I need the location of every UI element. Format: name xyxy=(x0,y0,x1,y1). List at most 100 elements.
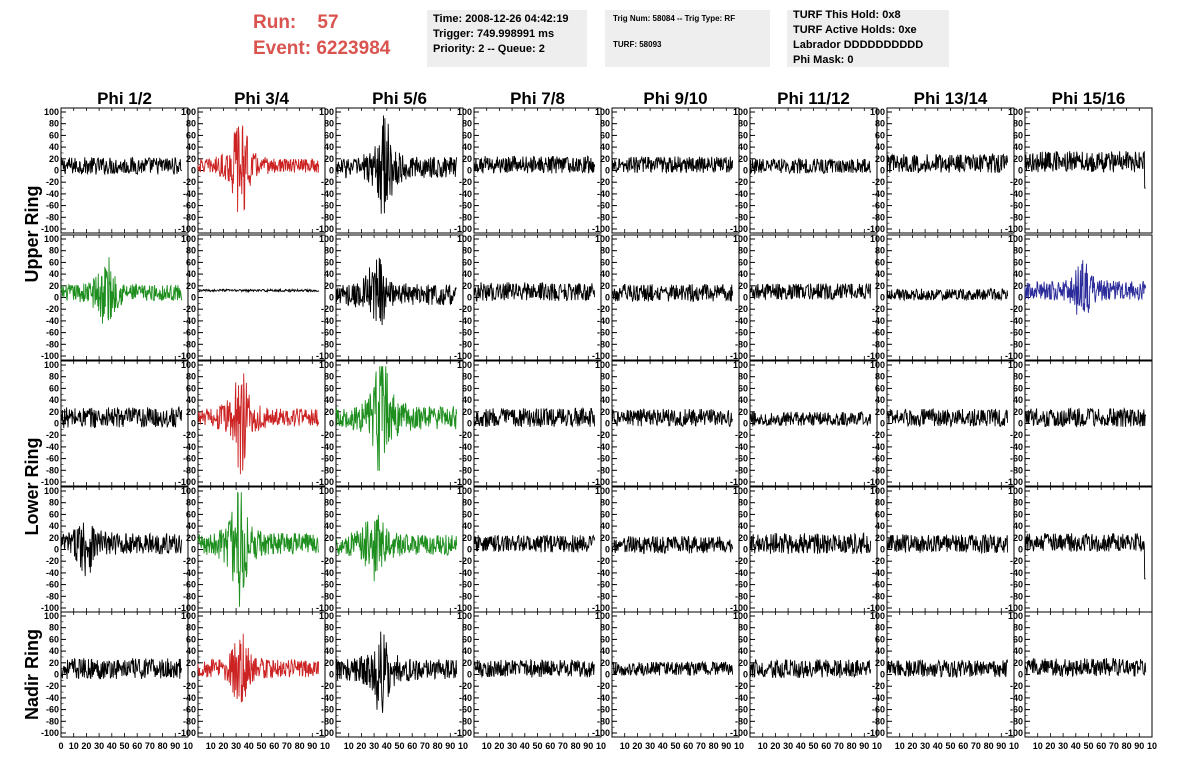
y-tick-label: -80 xyxy=(1010,339,1023,349)
y-tick-label: -80 xyxy=(597,465,610,475)
y-tick-label: -100 xyxy=(454,351,472,361)
y-tick-label: -40 xyxy=(1010,316,1023,326)
x-tick-label: 50 xyxy=(670,741,680,751)
panel-frame xyxy=(60,611,189,738)
y-tick-label: 60 xyxy=(462,634,472,644)
y-tick-label: -60 xyxy=(459,705,472,715)
column-title: Phi 11/12 xyxy=(777,89,850,108)
run-label: Run: xyxy=(253,12,297,33)
y-tick-label: 60 xyxy=(186,130,196,140)
y-tick-label: -60 xyxy=(321,705,334,715)
y-tick-label: -100 xyxy=(454,477,472,487)
waveform-trace xyxy=(611,660,734,676)
y-tick-label: 40 xyxy=(462,142,472,152)
y-tick-label: -20 xyxy=(872,177,885,187)
y-tick-label: -80 xyxy=(321,339,334,349)
y-tick-label: 20 xyxy=(1013,154,1023,164)
y-tick-label: 20 xyxy=(875,154,885,164)
y-tick-label: 100 xyxy=(319,107,334,117)
y-tick-label: 60 xyxy=(324,383,334,393)
y-tick-label: -60 xyxy=(46,328,59,338)
y-tick-label: -80 xyxy=(459,465,472,475)
y-tick-label: 0 xyxy=(743,293,748,303)
y-tick-label: 0 xyxy=(467,293,472,303)
y-tick-label: 0 xyxy=(191,545,196,555)
y-tick-label: -60 xyxy=(872,201,885,211)
panel-frame xyxy=(1024,107,1153,234)
y-tick-label: 0 xyxy=(329,670,334,680)
y-tick-label: 20 xyxy=(462,154,472,164)
y-tick-label: 60 xyxy=(1013,383,1023,393)
y-tick-label: 80 xyxy=(324,246,334,256)
y-tick-label: 0 xyxy=(54,670,59,680)
waveform-trace xyxy=(611,283,734,303)
y-tick-label: -80 xyxy=(183,716,196,726)
y-tick-label: -80 xyxy=(735,591,748,601)
y-tick-label: 80 xyxy=(1013,372,1023,382)
y-tick-label: 40 xyxy=(324,395,334,405)
y-tick-label: 40 xyxy=(875,395,885,405)
y-tick-label: -100 xyxy=(867,224,885,234)
waveform-trace xyxy=(473,658,595,678)
y-tick-label: -60 xyxy=(735,705,748,715)
waveform-trace xyxy=(1024,151,1146,189)
y-tick-label: 100 xyxy=(457,234,472,244)
y-tick-label: -60 xyxy=(735,328,748,338)
y-tick-label: 20 xyxy=(324,407,334,417)
y-tick-label: 40 xyxy=(462,269,472,279)
y-tick-label: 100 xyxy=(457,107,472,117)
y-tick-label: 0 xyxy=(191,293,196,303)
y-tick-label: -60 xyxy=(321,580,334,590)
y-tick-label: -60 xyxy=(597,328,610,338)
y-tick-label: -40 xyxy=(183,189,196,199)
y-tick-label: 60 xyxy=(49,634,59,644)
y-tick-label: 0 xyxy=(743,419,748,429)
y-tick-label: 100 xyxy=(733,234,748,244)
x-tick-label: 80 xyxy=(1122,741,1132,751)
x-tick-label: 50 xyxy=(532,741,542,751)
y-tick-label: 20 xyxy=(49,533,59,543)
y-tick-label: 100 xyxy=(1008,611,1023,621)
y-tick-label: -80 xyxy=(735,339,748,349)
waveform-trace xyxy=(611,535,734,555)
y-tick-label: 20 xyxy=(186,154,196,164)
y-tick-label: 0 xyxy=(743,670,748,680)
y-tick-label: -40 xyxy=(321,189,334,199)
y-tick-label: 40 xyxy=(49,646,59,656)
y-tick-label: -40 xyxy=(183,316,196,326)
y-tick-label: -100 xyxy=(592,728,610,738)
y-tick-label: -60 xyxy=(321,328,334,338)
y-tick-label: 40 xyxy=(462,521,472,531)
y-tick-label: -40 xyxy=(321,442,334,452)
waveform-trace xyxy=(749,531,872,555)
y-tick-label: -100 xyxy=(316,351,334,361)
x-tick-label: 80 xyxy=(984,741,994,751)
x-tick-label: 70 xyxy=(971,741,981,751)
x-tick-label: 10 xyxy=(1009,741,1019,751)
y-tick-label: 20 xyxy=(600,658,610,668)
y-tick-label: -100 xyxy=(454,224,472,234)
x-tick-label: 30 xyxy=(920,741,930,751)
y-tick-label: 80 xyxy=(186,119,196,129)
y-tick-label: -20 xyxy=(872,681,885,691)
x-tick-label: 40 xyxy=(382,741,392,751)
x-tick-label: 70 xyxy=(558,741,568,751)
waveform-trace xyxy=(60,657,183,680)
y-tick-label: -20 xyxy=(1010,681,1023,691)
y-tick-label: 60 xyxy=(600,257,610,267)
y-tick-label: 80 xyxy=(1013,623,1023,633)
column-title: Phi 5/6 xyxy=(372,89,427,108)
waveform-trace xyxy=(886,407,1009,428)
y-tick-label: 40 xyxy=(600,395,610,405)
y-tick-label: -80 xyxy=(321,465,334,475)
x-tick-label: 40 xyxy=(933,741,943,751)
y-tick-label: 100 xyxy=(319,360,334,370)
x-tick-label: 40 xyxy=(796,741,806,751)
waveform-trace xyxy=(335,115,458,214)
y-tick-label: 0 xyxy=(880,166,885,176)
